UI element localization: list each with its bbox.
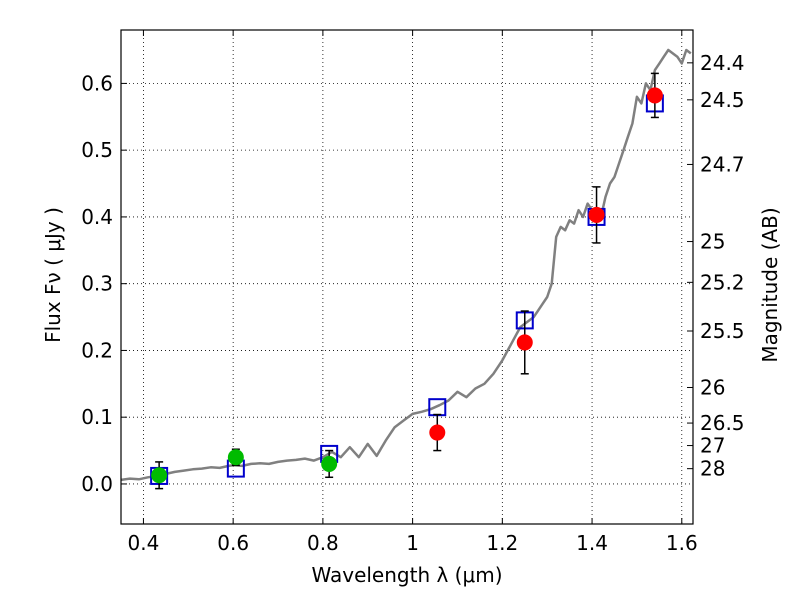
plot-frame bbox=[120, 29, 694, 525]
observed-flux-marker bbox=[516, 334, 533, 351]
x-tick-label: 1.4 bbox=[576, 531, 608, 555]
y-axis: 0.0 0.1 0.2 0.3 0.4 0.5 0.6 bbox=[81, 71, 127, 496]
y-tick-label: 0.3 bbox=[81, 272, 113, 296]
right-tick-label: 25.2 bbox=[700, 270, 745, 294]
right-tick-label: 24.4 bbox=[700, 51, 745, 75]
grid bbox=[121, 30, 693, 524]
right-tick-label: 26 bbox=[700, 375, 725, 399]
right-tick-label: 27 bbox=[700, 434, 725, 458]
x-tick-label: 1.6 bbox=[666, 531, 698, 555]
y-tick-label: 0.5 bbox=[81, 138, 113, 162]
series bbox=[120, 48, 692, 490]
y-tick-label: 0.6 bbox=[81, 71, 113, 95]
y-tick-label: 0.0 bbox=[81, 472, 113, 496]
y-axis-label: Flux Fν ( μJy ) bbox=[41, 207, 65, 343]
x-tick-label: 1 bbox=[406, 531, 419, 555]
spectrum-line bbox=[120, 48, 692, 482]
right-tick-label: 24.5 bbox=[700, 88, 745, 112]
right-axis-label: Magnitude (AB) bbox=[758, 207, 782, 362]
x-tick-label: 0.8 bbox=[307, 531, 339, 555]
x-axis: 0.4 0.6 0.8 1 1.2 1.4 1.6 bbox=[128, 30, 698, 555]
observed-flux-marker bbox=[588, 206, 605, 223]
observed-flux-marker bbox=[227, 449, 244, 466]
x-tick-label: 0.6 bbox=[217, 531, 249, 555]
observed-flux-marker bbox=[151, 467, 168, 484]
right-tick-label: 24.7 bbox=[700, 152, 745, 176]
observed-flux-marker bbox=[321, 455, 338, 472]
right-tick-label: 25 bbox=[700, 230, 725, 254]
x-tick-label: 1.2 bbox=[486, 531, 518, 555]
y-tick-label: 0.2 bbox=[81, 338, 113, 362]
y-tick-label: 0.1 bbox=[81, 405, 113, 429]
right-tick-label: 26.5 bbox=[700, 411, 745, 435]
observed-flux-marker bbox=[429, 424, 446, 441]
x-tick-label: 0.4 bbox=[128, 531, 160, 555]
x-axis-label: Wavelength λ (μm) bbox=[311, 563, 502, 587]
right-tick-label: 28 bbox=[700, 457, 725, 481]
observed-flux-marker bbox=[646, 87, 663, 104]
right-tick-label: 25.5 bbox=[700, 319, 745, 343]
y-tick-label: 0.4 bbox=[81, 205, 113, 229]
